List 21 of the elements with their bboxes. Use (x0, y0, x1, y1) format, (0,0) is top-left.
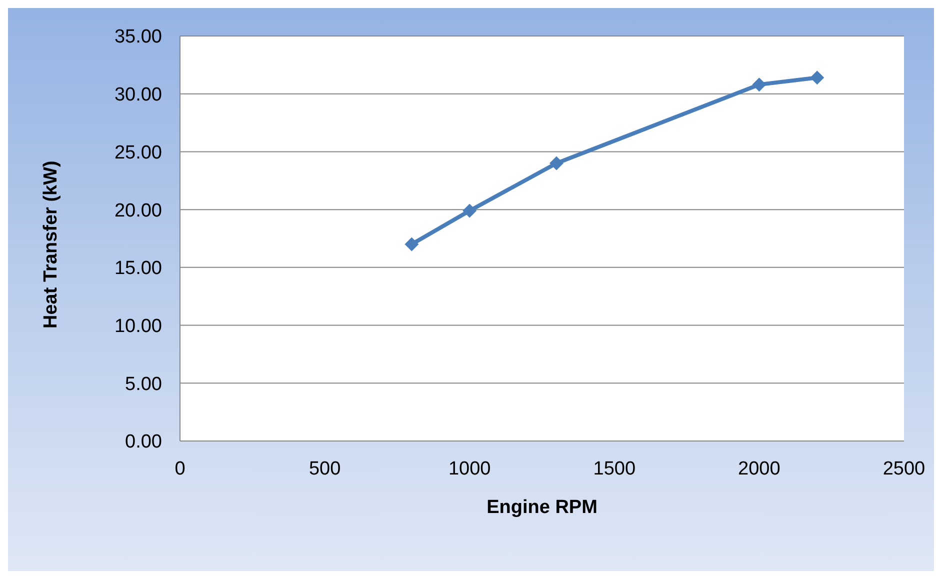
x-tick-label: 2000 (738, 458, 780, 480)
x-axis-title: Engine RPM (486, 497, 598, 518)
y-tick-label: 10.00 (114, 316, 162, 338)
y-tick-label: 20.00 (114, 200, 162, 222)
x-tick-label: 500 (308, 458, 341, 480)
x-tick-label: 1000 (448, 458, 491, 480)
y-tick-label: 15.00 (114, 258, 162, 280)
y-axis-title: Heat Transfer (kW) (40, 160, 62, 328)
x-tick-label: 1500 (593, 458, 636, 480)
y-tick-label: 35.00 (114, 26, 162, 48)
point (810, 70, 824, 85)
y-tick-label: 5.00 (125, 374, 162, 395)
point (462, 204, 477, 218)
point (549, 156, 564, 170)
y-tick-label: 30.00 (114, 84, 162, 106)
x-tick-label: 0 (174, 458, 186, 480)
point (752, 78, 766, 92)
x-tick-label: 2500 (882, 458, 926, 480)
y-tick-label: 25.00 (114, 142, 162, 164)
point (404, 237, 419, 252)
y-tick-label: 0.00 (125, 432, 162, 453)
